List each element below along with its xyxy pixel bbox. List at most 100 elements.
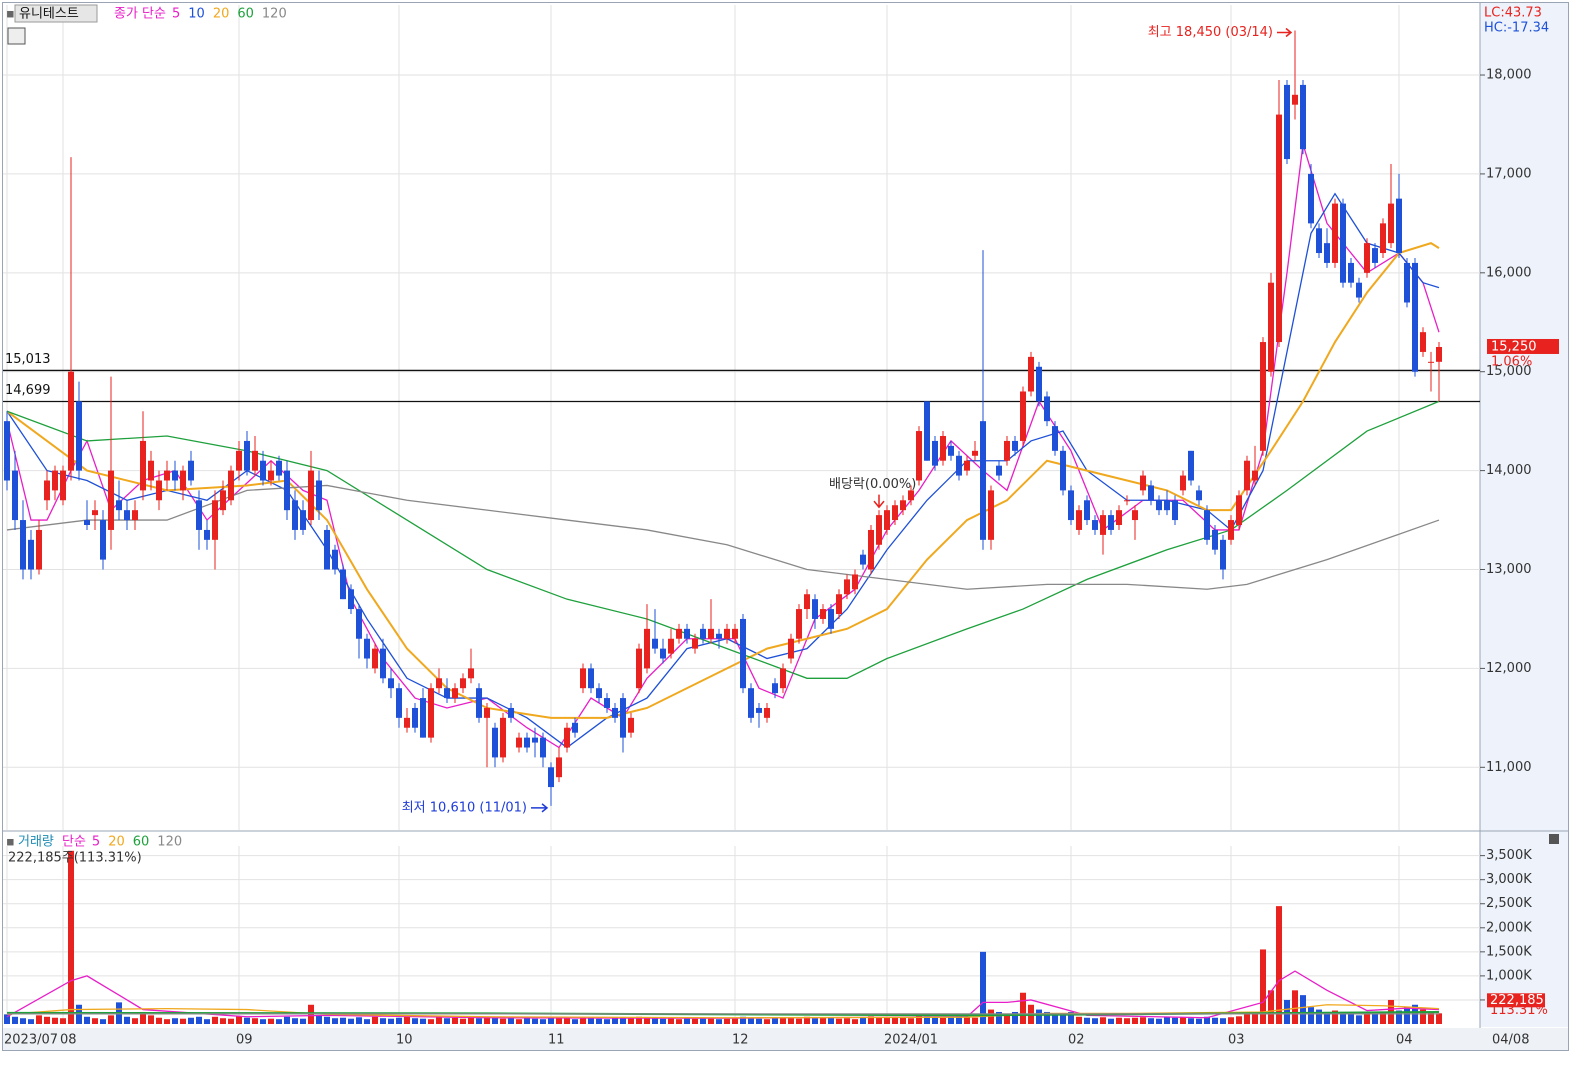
candle-body	[1188, 450, 1194, 481]
legend-entry[interactable]: 120	[157, 835, 182, 850]
candle-body	[300, 510, 306, 530]
candle-body	[196, 500, 202, 530]
candle-body	[1116, 510, 1122, 526]
candle-body	[484, 707, 490, 718]
candle-body	[1372, 248, 1378, 263]
volume-bar	[836, 1018, 842, 1024]
volume-bar	[1180, 1017, 1186, 1024]
legend-entry[interactable]: 10	[188, 7, 205, 22]
candle-body	[996, 465, 1002, 476]
volume-bar	[60, 1018, 66, 1024]
legend-entry[interactable]: 120	[262, 7, 287, 22]
candle-body	[140, 440, 146, 491]
candle-body	[620, 698, 626, 738]
volume-bar	[972, 1017, 978, 1024]
volume-bar	[772, 1017, 778, 1024]
volume-bar	[1124, 1018, 1130, 1024]
volume-bar	[1148, 1018, 1154, 1024]
volume-bar	[172, 1018, 178, 1024]
volume-bar	[812, 1018, 818, 1024]
candle-body	[1124, 500, 1130, 502]
dividend-arrow	[873, 494, 885, 509]
volume-bar	[628, 1018, 634, 1024]
volume-bar	[908, 1018, 914, 1024]
candle-body	[292, 500, 298, 530]
volume-bar	[1236, 1016, 1242, 1024]
volume-bar	[268, 1018, 274, 1024]
x-tick-label: 04	[1396, 1033, 1413, 1048]
candle-body	[708, 628, 714, 639]
candle-body	[916, 431, 922, 481]
y-tick-label: 17,000	[1486, 166, 1532, 181]
candle-body	[1100, 515, 1106, 535]
candle-body	[460, 678, 466, 689]
candle-body	[988, 490, 994, 540]
candle-body	[1340, 203, 1346, 283]
volume-bar	[948, 1016, 954, 1024]
legend-entry[interactable]: 60	[133, 835, 150, 850]
candle-body	[724, 628, 730, 639]
legend-entry[interactable]: 20	[108, 835, 125, 850]
candle-body	[1388, 203, 1394, 244]
candle-body	[804, 594, 810, 610]
volume-bar	[580, 1017, 586, 1024]
candle-body	[548, 767, 554, 788]
volume-bar	[636, 1016, 642, 1024]
volume-bar	[644, 1017, 650, 1024]
annotation-arrow	[1277, 27, 1293, 38]
volume-bar	[348, 1018, 354, 1024]
settings-button[interactable]	[7, 27, 26, 45]
price-box	[1487, 338, 1559, 354]
candle-body	[788, 638, 794, 659]
volume-bar	[788, 1017, 794, 1024]
volume-bar	[1196, 1018, 1202, 1024]
candle-body	[564, 727, 570, 748]
candle-body	[220, 490, 226, 511]
y-tick-label: 2,500K	[1486, 896, 1532, 911]
volume-bar	[468, 1017, 474, 1024]
volume-bar	[1188, 1018, 1194, 1024]
annotation: 최고 18,450 (03/14)	[1148, 25, 1273, 40]
y-tick-label: 13,000	[1486, 562, 1532, 577]
volume-bar	[564, 1018, 570, 1024]
legend-entry[interactable]: 60	[237, 7, 254, 22]
legend-entry[interactable]: 20	[213, 7, 230, 22]
candle-body	[444, 688, 450, 699]
close-button[interactable]	[1549, 834, 1559, 844]
candle-body	[1316, 228, 1322, 254]
volume-bar	[1284, 999, 1290, 1024]
volume-bar	[1060, 1015, 1066, 1024]
candle-body	[68, 371, 74, 471]
volume-bar	[876, 1017, 882, 1024]
volume-bar	[916, 1015, 922, 1024]
candle-body	[1284, 84, 1290, 160]
volume-bar	[1172, 1017, 1178, 1024]
candle-body	[668, 638, 674, 654]
volume-bar	[12, 1016, 18, 1024]
legend-title: 단순	[62, 835, 86, 850]
volume-bar	[1428, 1011, 1434, 1024]
candle-body	[980, 421, 986, 540]
candle-body	[428, 688, 434, 738]
volume-bar	[700, 1017, 706, 1024]
volume-bar	[516, 1019, 522, 1024]
candle-body	[436, 678, 442, 689]
legend-entry[interactable]: 5	[172, 7, 180, 22]
volume-bar	[100, 1019, 106, 1024]
volume-bar	[884, 1017, 890, 1024]
volume-bar	[340, 1017, 346, 1024]
volume-bar	[684, 1018, 690, 1024]
legend-entry[interactable]: 5	[92, 835, 100, 850]
volume-bar	[196, 1016, 202, 1024]
volume-bar	[44, 1016, 50, 1024]
y-tick-label: 1,500K	[1486, 944, 1532, 959]
candle-body	[884, 510, 890, 530]
candle-body	[892, 505, 898, 521]
volume-bar	[572, 1019, 578, 1024]
moving-average	[6, 192, 1440, 749]
candle-body	[1436, 346, 1442, 362]
volume-bar	[820, 1017, 826, 1024]
candle-body	[340, 569, 346, 600]
